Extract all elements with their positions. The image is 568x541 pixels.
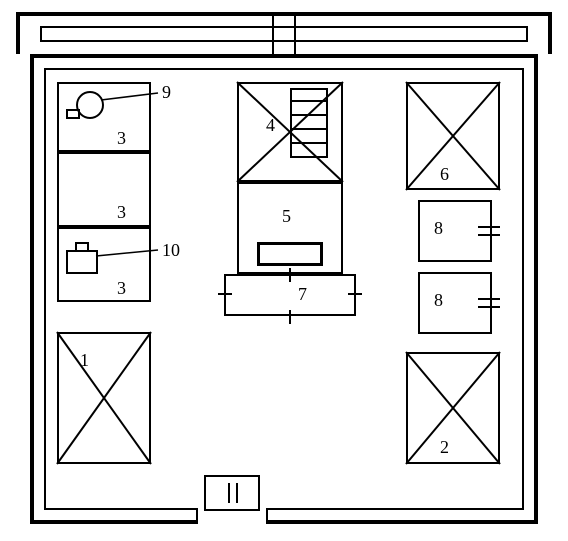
label-3b: 3 (117, 202, 126, 223)
label-3c: 3 (117, 278, 126, 299)
label-8b: 8 (434, 290, 443, 311)
label-1: 1 (80, 350, 89, 371)
label-2: 2 (440, 437, 449, 458)
label-9: 9 (162, 82, 171, 103)
label-5: 5 (282, 206, 291, 227)
label-6: 6 (440, 164, 449, 185)
label-7: 7 (298, 284, 307, 305)
label-8a: 8 (434, 218, 443, 239)
label-3a: 3 (117, 128, 126, 149)
label-10: 10 (162, 240, 180, 261)
floor-plan: 9 3 3 10 3 1 4 5 7 6 8 8 2 (0, 0, 568, 541)
label-4: 4 (266, 115, 275, 136)
leader-10 (0, 0, 568, 541)
